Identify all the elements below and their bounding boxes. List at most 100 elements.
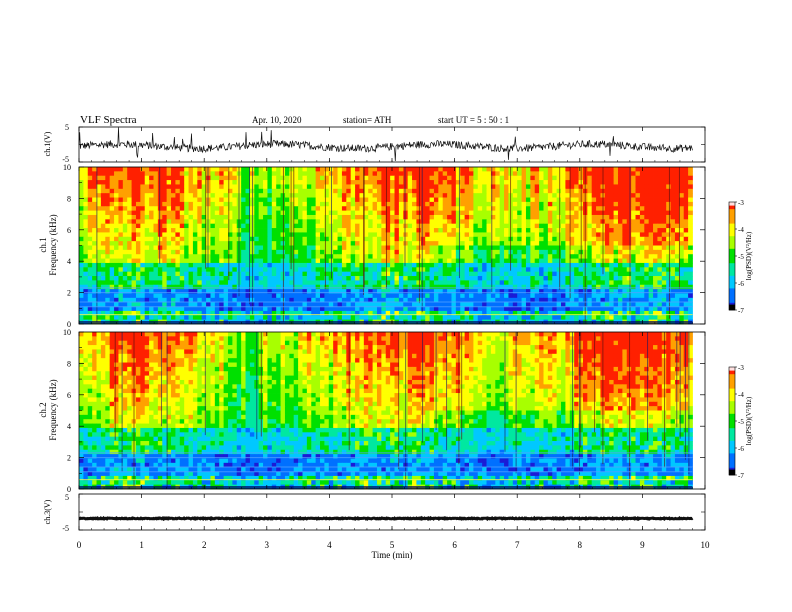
spectrogram-cell [504, 262, 509, 268]
spectrogram-cell [245, 262, 251, 268]
spectrogram-cell [631, 236, 636, 242]
spectrogram-cell [109, 167, 115, 172]
spectrogram-cell [390, 180, 395, 185]
spectrogram-cell [648, 175, 654, 181]
spectrogram-cell [648, 180, 654, 185]
spectrogram-cell [153, 297, 159, 303]
spectrogram-cell [267, 210, 273, 216]
spectrogram-cell [337, 232, 343, 238]
spectrogram-cell [320, 310, 325, 316]
spectrogram-cell [201, 210, 207, 216]
spectrogram-cell [539, 293, 544, 299]
spectrogram-cell [157, 310, 163, 316]
spectrogram-cell [206, 167, 211, 172]
spectrogram-cell [293, 245, 299, 251]
spectrogram-cell [447, 249, 452, 255]
spectrogram-cell [372, 249, 378, 255]
spectrogram-cell [232, 219, 238, 225]
spectrogram-cell [398, 210, 404, 216]
spectrogram-cell [666, 219, 671, 225]
spectrogram-cell [385, 193, 391, 198]
spectrogram-cell [363, 315, 369, 321]
spectrogram-cell [683, 254, 689, 259]
spectrogram-cell [635, 284, 641, 290]
spectrogram-cell [547, 214, 553, 220]
spectrogram-cell [604, 219, 610, 225]
spectrogram-cell [390, 276, 395, 281]
spectrogram-cell [482, 258, 487, 264]
spectrogram-cell [670, 293, 676, 299]
spectrogram-cell [162, 219, 168, 225]
spectrogram-cell [670, 175, 676, 181]
spectrogram-cell [574, 306, 579, 312]
spectrogram-cell [587, 258, 593, 264]
spectrogram-cell [241, 232, 246, 238]
spectrogram-cell [341, 206, 347, 212]
spectrogram-cell [359, 201, 365, 207]
spectrogram-cell [469, 201, 474, 207]
spectrogram-cell [140, 201, 146, 207]
spectrogram-cell [469, 180, 474, 185]
spectrogram-cell [241, 167, 246, 172]
spectrogram-cell [157, 280, 163, 286]
spectrogram-cell [127, 280, 132, 286]
spectrogram-cell [298, 267, 303, 273]
spectrogram-cell [184, 297, 189, 303]
spectrogram-cell [569, 280, 575, 286]
spectrogram-cell [372, 171, 378, 177]
spectrogram-cell [504, 167, 509, 172]
spectrogram-cell [258, 280, 264, 286]
spectrogram-cell [245, 171, 251, 177]
spectrogram-cell [464, 267, 470, 273]
spectrogram-cell [433, 193, 439, 198]
spectrogram-cell [315, 210, 321, 216]
spectrogram-cell [587, 241, 593, 246]
spectrogram-cell [350, 214, 356, 220]
spectrogram-cell [477, 171, 483, 177]
spectrogram-cell [96, 254, 102, 259]
spectrogram-cell [241, 297, 246, 303]
spectrogram-cell [267, 293, 273, 299]
spectrogram-cell [670, 258, 676, 264]
spectrogram-cell [381, 180, 387, 185]
spectrogram-cell [381, 232, 387, 238]
spectrogram-cell [333, 249, 338, 255]
spectrogram-cell [416, 306, 422, 312]
spectrogram-cell [92, 315, 97, 321]
spectrogram-cell [429, 245, 435, 251]
spectrogram-cell [333, 180, 338, 185]
spectrogram-cell [508, 302, 514, 307]
spectrogram-cell [100, 306, 106, 312]
spectrogram-cell [639, 280, 645, 286]
spectrogram-cell [328, 289, 334, 294]
spectrogram-cell [429, 167, 435, 172]
spectrogram-cell [355, 219, 360, 225]
spectrogram-cell [131, 223, 137, 229]
spectrogram-cell [460, 249, 466, 255]
spectrogram-cell [390, 236, 395, 242]
spectrogram-cell [346, 262, 352, 268]
spectrogram-cell [171, 193, 176, 198]
spectrogram-cell [131, 245, 137, 251]
spectrogram-cell [622, 262, 628, 268]
spectrogram-cell [376, 167, 382, 172]
spectrogram-cell [517, 284, 522, 290]
spectrogram-cell [390, 214, 395, 220]
spectrogram-cell [337, 245, 343, 251]
spectrogram-cell [679, 206, 685, 212]
spectrogram-cell [499, 297, 505, 303]
spectrogram-cell [666, 206, 671, 212]
spectrogram-cell [539, 306, 544, 312]
spectrogram-cell [149, 267, 154, 273]
spectrogram-cell [271, 289, 277, 294]
spectrogram-cell [644, 228, 650, 233]
spectrogram-cell [333, 171, 338, 177]
spectrogram-cell [122, 297, 128, 303]
spectrogram-cell [565, 171, 571, 177]
spectrogram-cell [381, 315, 387, 321]
spectrogram-cell [609, 241, 614, 246]
spectrogram-cell [350, 249, 356, 255]
spectrogram-cell [688, 184, 693, 190]
spectrogram-cell [293, 206, 299, 212]
spectrogram-cell [442, 262, 448, 268]
